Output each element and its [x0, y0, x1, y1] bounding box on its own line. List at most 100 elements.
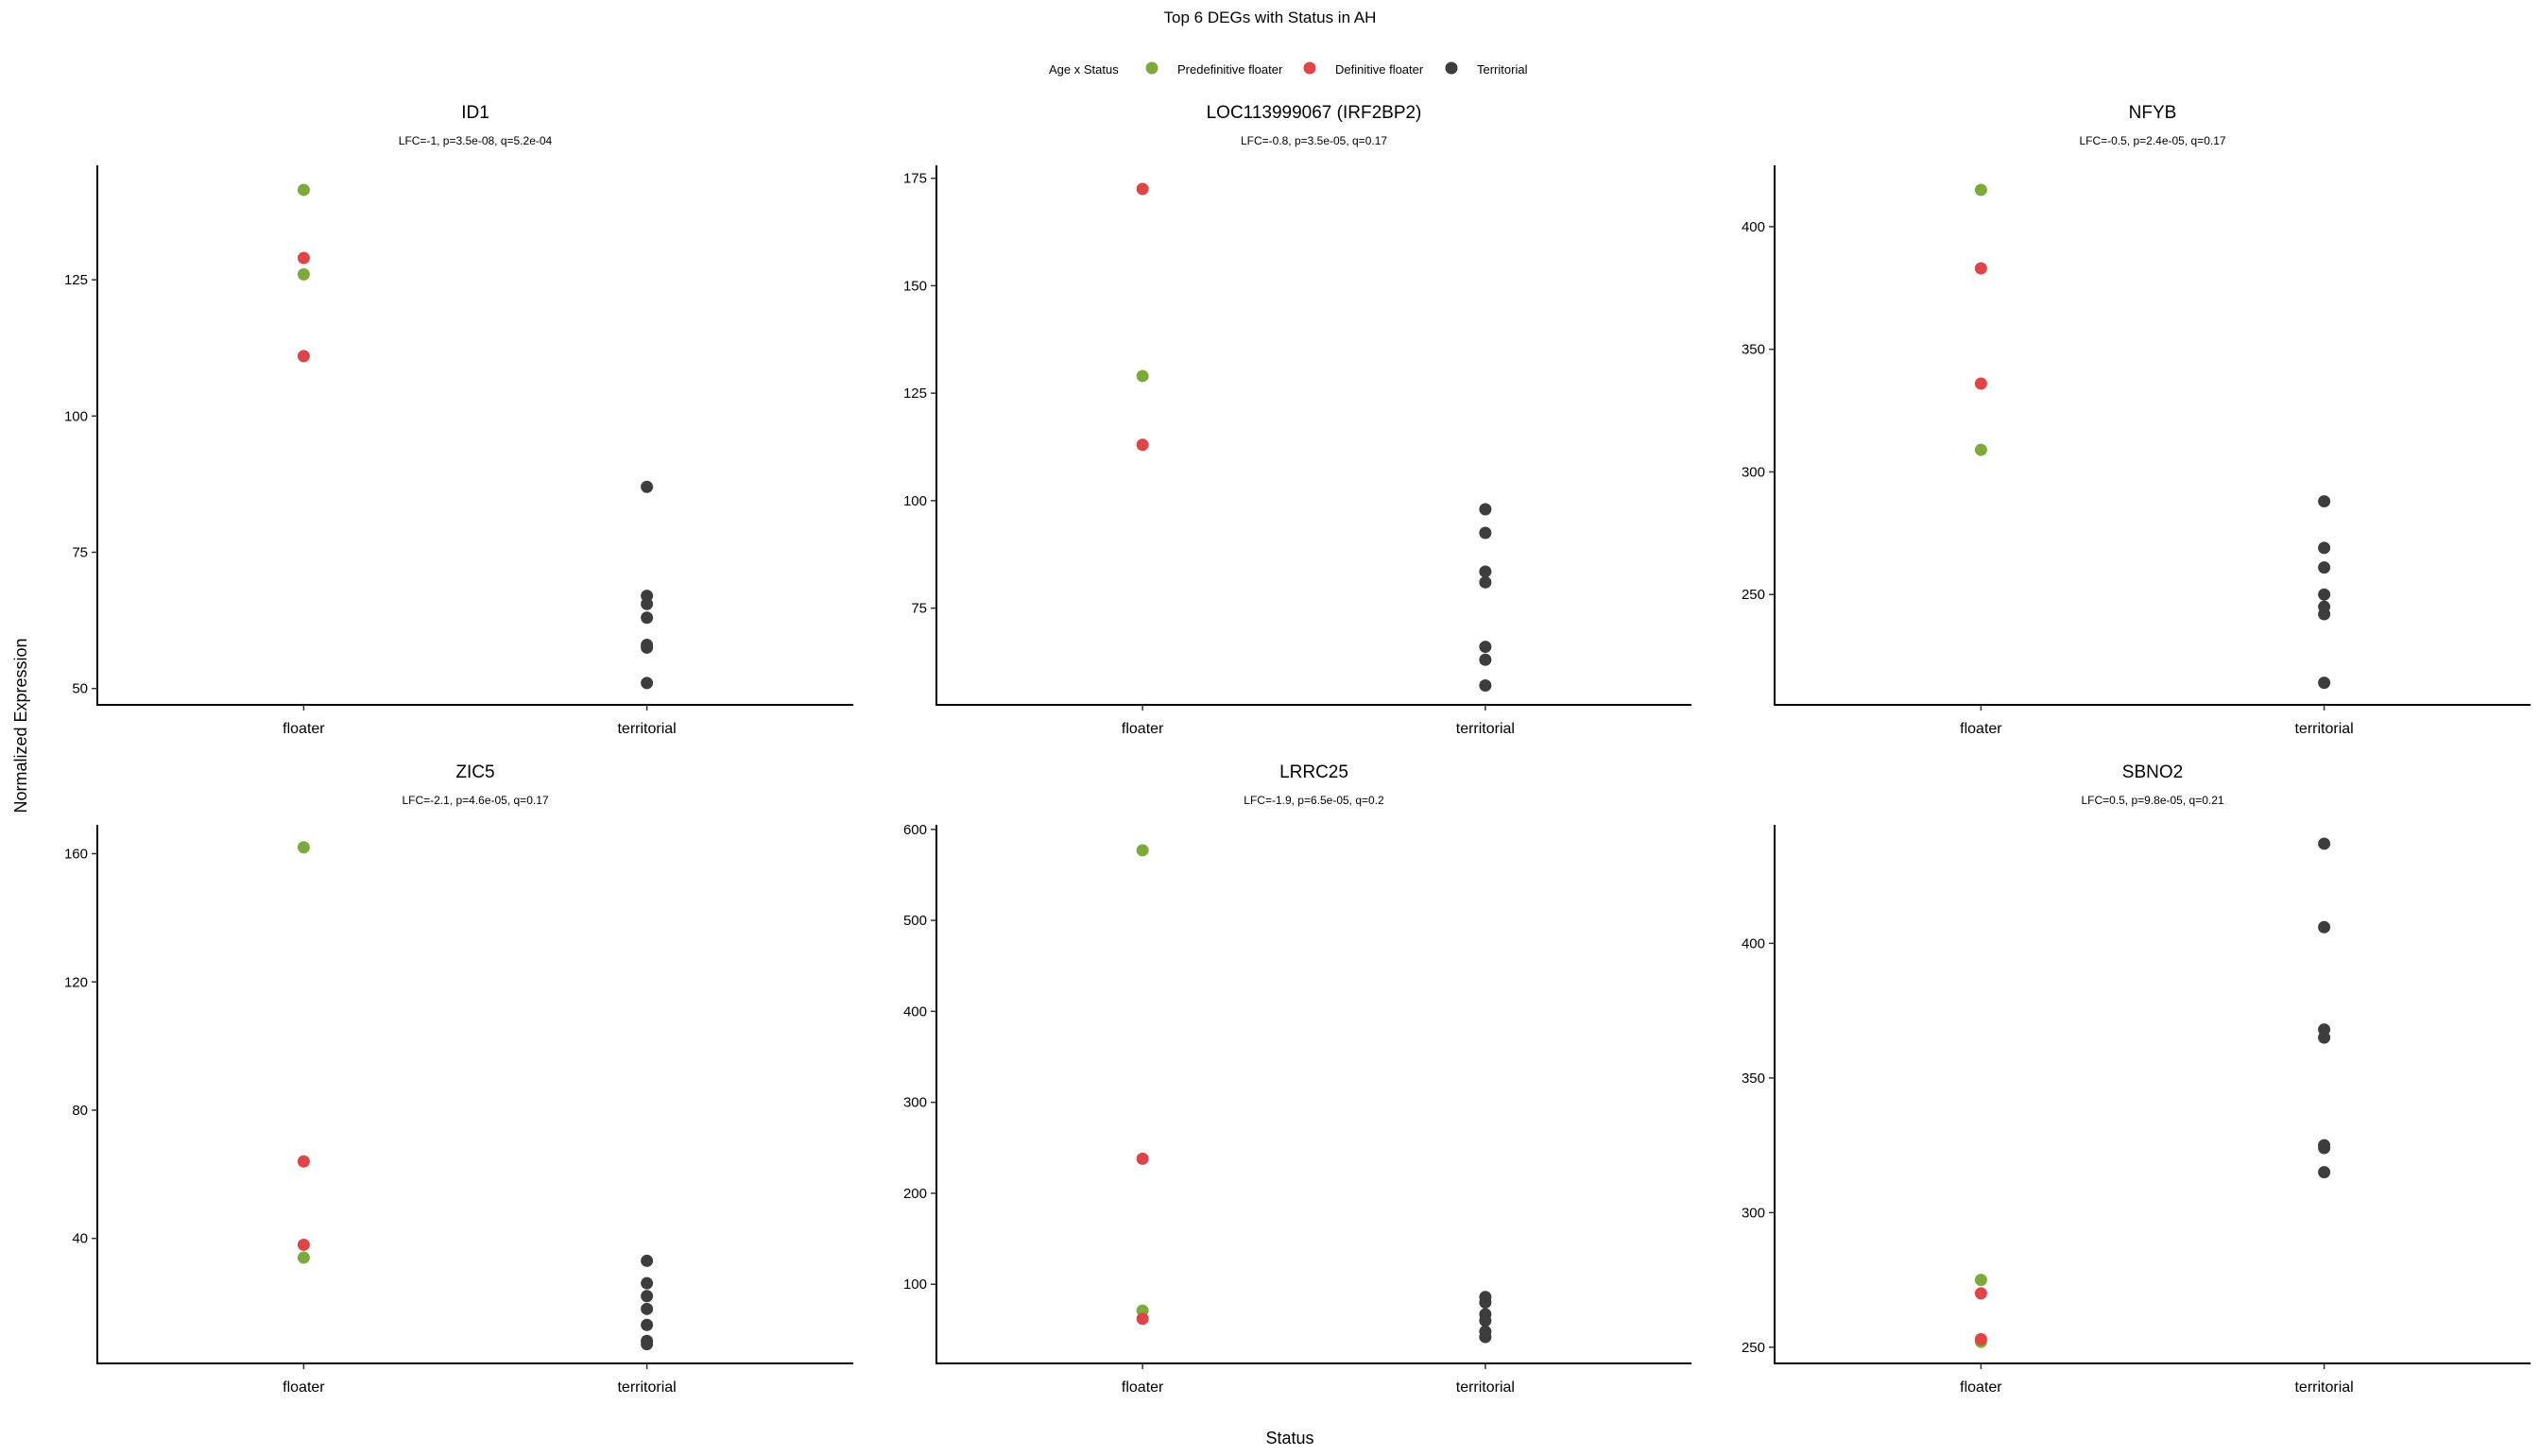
data-point-definitive-floater [1136, 1312, 1149, 1326]
y-tick-label: 75 [911, 601, 927, 617]
data-point-territorial [641, 480, 654, 493]
x-tick-label-territorial: territorial [2294, 721, 2353, 737]
data-point-territorial [2318, 588, 2331, 601]
data-point-territorial [1479, 1295, 1492, 1309]
panels: ID1 LFC=-1, p=3.5e-08, q=5.2e-04 50 75 100 12… [64, 103, 2531, 1396]
panel-subtitle: LFC=-0.8, p=3.5e-05, q=0.17 [1241, 134, 1387, 147]
data-point-definitive-floater [1136, 438, 1149, 452]
y-tick-label: 80 [72, 1103, 88, 1119]
data-point-predefinitive-floater [1974, 1274, 1987, 1287]
y-tick-label: 100 [903, 1276, 927, 1293]
y-tick-label: 400 [903, 1003, 927, 1019]
legend-label-definitive-floater: Definitive floater [1335, 62, 1424, 77]
data-point-territorial [641, 1302, 654, 1315]
data-point-territorial [1479, 679, 1492, 693]
panel-subtitle: LFC=0.5, p=9.8e-05, q=0.21 [2081, 794, 2223, 807]
data-point-definitive-floater [297, 251, 310, 265]
y-tick-label: 75 [72, 545, 88, 561]
data-point-territorial [1479, 503, 1492, 516]
data-point-definitive-floater [1974, 1287, 1987, 1300]
data-point-predefinitive-floater [297, 267, 310, 281]
data-point-territorial [1479, 653, 1492, 666]
panel-title: SBNO2 [2122, 762, 2183, 782]
y-tick-label: 350 [1742, 342, 1765, 358]
y-tick-label: 100 [903, 493, 927, 509]
data-point-definitive-floater [1974, 1332, 1987, 1345]
legend-key-predefinitive-floater [1145, 61, 1158, 75]
y-tick-label: 150 [903, 278, 927, 294]
y-tick-label: 40 [72, 1231, 88, 1247]
legend-label-predefinitive-floater: Predefinitive floater [1177, 62, 1283, 77]
data-point-territorial [2318, 677, 2331, 690]
data-point-predefinitive-floater [1136, 369, 1149, 383]
x-tick-label-floater: floater [1122, 1379, 1164, 1396]
data-point-territorial [2318, 1141, 2331, 1155]
data-point-territorial [641, 641, 654, 654]
legend-label-territorial: Territorial [1477, 62, 1528, 77]
y-tick-label: 125 [64, 272, 88, 288]
data-point-territorial [2318, 495, 2331, 508]
x-tick-label-territorial: territorial [1456, 721, 1515, 737]
data-point-territorial [2318, 837, 2331, 850]
data-point-territorial [2318, 920, 2331, 934]
y-tick-label: 100 [64, 408, 88, 424]
y-tick-label: 175 [903, 171, 927, 187]
x-tick-label-territorial: territorial [617, 1379, 676, 1396]
data-point-territorial [1479, 1330, 1492, 1344]
data-point-territorial [2318, 561, 2331, 574]
data-point-territorial [641, 1318, 654, 1331]
data-point-territorial [1479, 641, 1492, 654]
data-point-territorial [1479, 1314, 1492, 1328]
data-point-territorial [641, 611, 654, 625]
data-point-territorial [2318, 541, 2331, 555]
data-point-territorial [641, 1254, 654, 1267]
data-point-definitive-floater [297, 350, 310, 363]
data-point-predefinitive-floater [1974, 183, 1987, 197]
chart-title: Top 6 DEGs with Status in AH [1164, 9, 1377, 26]
data-point-predefinitive-floater [1974, 443, 1987, 456]
data-point-territorial [2318, 1166, 2331, 1179]
data-point-predefinitive-floater [297, 183, 310, 197]
legend-key-definitive-floater [1303, 61, 1316, 75]
x-tick-label-territorial: territorial [2294, 1379, 2353, 1396]
data-point-predefinitive-floater [297, 1251, 310, 1264]
data-point-predefinitive-floater [1136, 844, 1149, 857]
data-point-territorial [641, 597, 654, 610]
y-tick-label: 600 [903, 822, 927, 838]
panel-nfyb: NFYB LFC=-0.5, p=2.4e-05, q=0.17 250 300 350… [1742, 103, 2531, 737]
panel-lrrc25: LRRC25 LFC=-1.9, p=6.5e-05, q=0.2 100 200 30… [903, 762, 1691, 1396]
data-point-definitive-floater [1136, 1152, 1149, 1165]
data-point-territorial [641, 1276, 654, 1290]
data-point-territorial [641, 1290, 654, 1303]
legend: Age x Status Predefinitive floater Defini… [1049, 61, 1528, 77]
y-tick-label: 300 [1742, 464, 1765, 480]
panel-subtitle: LFC=-2.1, p=4.6e-05, q=0.17 [402, 794, 548, 807]
y-tick-label: 350 [1742, 1071, 1765, 1087]
data-point-predefinitive-floater [297, 841, 310, 854]
x-tick-label-floater: floater [1960, 1379, 2002, 1396]
data-point-territorial [2318, 608, 2331, 621]
y-tick-label: 250 [1742, 587, 1765, 603]
x-tick-label-territorial: territorial [1456, 1379, 1515, 1396]
panel-subtitle: LFC=-0.5, p=2.4e-05, q=0.17 [2079, 134, 2225, 147]
y-tick-label: 300 [1742, 1205, 1765, 1221]
y-tick-label: 400 [1742, 935, 1765, 951]
data-point-territorial [641, 1338, 654, 1351]
data-point-definitive-floater [1974, 377, 1987, 390]
y-tick-label: 250 [1742, 1340, 1765, 1356]
legend-title: Age x Status [1049, 62, 1119, 77]
panel-title: ID1 [461, 103, 489, 123]
data-point-territorial [1479, 575, 1492, 589]
y-axis-title: Normalized Expression [11, 638, 30, 813]
data-point-definitive-floater [1974, 262, 1987, 275]
panel-title: LOC113999067 (IRF2BP2) [1207, 103, 1422, 123]
x-axis-title: Status [1265, 1429, 1313, 1447]
x-tick-label-territorial: territorial [617, 721, 676, 737]
data-point-definitive-floater [1136, 182, 1149, 196]
panel-sbno2: SBNO2 LFC=0.5, p=9.8e-05, q=0.21 250 300 350… [1742, 762, 2531, 1396]
data-point-definitive-floater [297, 1155, 310, 1168]
y-tick-label: 160 [64, 847, 88, 863]
data-point-territorial [1479, 526, 1492, 540]
